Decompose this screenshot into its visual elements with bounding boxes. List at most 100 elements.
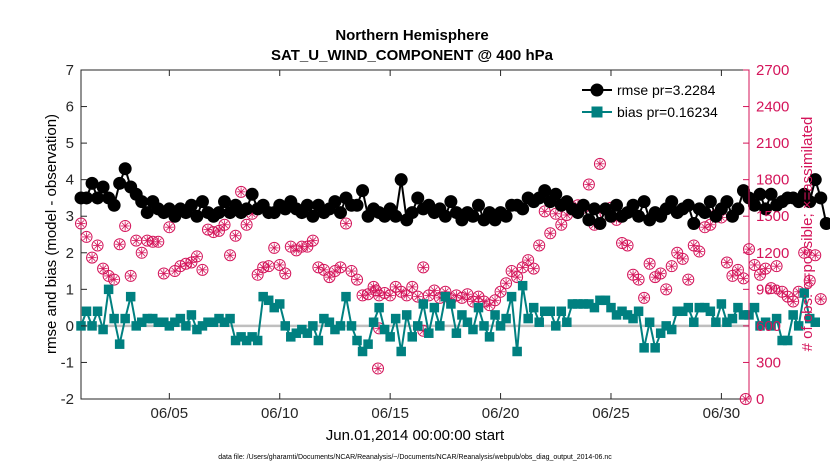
bias-point [451,328,462,338]
bias-point [517,280,528,291]
obs-point [262,260,275,273]
bias-point [639,343,649,353]
rmse-point [720,195,734,209]
rmse-point [610,198,624,212]
rmse-point [80,191,94,205]
rmse-point [85,176,99,190]
bias-point [760,317,771,327]
obs-point [240,218,253,231]
obs-point [770,260,783,273]
bias-point [407,332,417,342]
bias-point [159,317,169,327]
obs-point [86,251,99,264]
y-axis-label-left: rmse and bias (model - observation) [43,114,60,354]
rmse-point [604,209,618,223]
rmse-point [140,206,154,220]
obs-point [417,261,430,274]
obs-point [130,234,143,247]
bias-point [286,332,296,342]
obs-point [693,245,706,258]
bias-point [418,299,429,309]
bias-point [352,335,362,346]
data-file-footnote: data file: /Users/gharamti/Documents/NCA… [218,454,612,461]
obs-point [334,261,347,274]
rmse-point [703,195,717,209]
bias-point [385,332,395,342]
obs-point [798,246,811,259]
rmse-point [587,202,601,216]
y-tick-label-right: 600 [756,318,781,335]
bias-point [722,317,732,327]
bias-point [252,335,263,346]
bias-point [98,324,108,335]
obs-point [157,267,170,280]
legend-rmse-label: rmse pr=3.2284 [617,82,716,98]
rmse-point [731,202,745,216]
bias-point [468,324,478,335]
obs-point [196,263,209,276]
chart-subtitle: SAT_U_WIND_COMPONENT @ 400 hPa [271,47,554,64]
bias-point [749,302,760,313]
obs-point [720,256,733,269]
obs-point [765,282,778,295]
bias-point [258,291,268,302]
rmse-point [593,217,607,231]
bias-point [319,313,329,324]
y-tick-label-right: 2700 [756,62,789,79]
bias-point [666,324,677,335]
rmse-point [405,206,419,220]
obs-point [687,239,700,252]
rmse-point [576,198,590,212]
rmse-point [814,191,828,205]
x-axis-label: Jun.01,2014 00:00:00 start [326,427,505,444]
obs-point [224,249,237,262]
rmse-point [306,209,320,223]
obs-point [406,280,419,293]
y-tick-label-right: 1200 [756,245,789,262]
bias-point [269,302,279,313]
obs-point [665,260,678,273]
y-tick-label-right: 900 [756,281,781,298]
obs-point [75,217,87,230]
obs-point [814,293,827,306]
bias-point [711,317,721,327]
rmse-point [245,187,259,201]
obs-point [317,263,330,276]
bias-point [655,328,666,338]
obs-point [384,289,397,302]
y-axis-label-right: # of obs: o=possible; ×=assimilated [799,117,816,352]
rmse-point [665,195,679,209]
bias-point [683,302,694,313]
x-tick-label: 06/15 [371,405,409,422]
bias-point [755,321,765,331]
bias-point [153,317,164,327]
obs-point [737,272,750,285]
bias-point [390,313,401,324]
y-tick-label-right: 2100 [756,135,789,152]
y-tick-label-left: -2 [61,391,74,408]
chart-title: Northern Hemisphere [335,27,488,44]
obs-point [494,285,507,298]
obs-point [593,157,606,170]
bias-point [440,291,451,302]
obs-point [632,273,645,286]
bias-point [374,302,384,313]
obs-point [339,217,352,230]
bias-point [109,313,119,324]
obs-point [345,265,358,278]
bias-point [435,321,445,331]
y-tick-label-left: 7 [66,62,74,79]
rmse-point [444,195,458,209]
bias-point [810,317,820,327]
rmse-point [748,198,762,212]
bias-point [357,346,368,357]
obs-point [660,283,673,296]
obs-point [516,261,529,274]
obs-point [643,257,656,270]
rmse-point [549,187,563,201]
bias-point [589,302,600,313]
bias-point [330,324,340,335]
obs-point [803,274,816,287]
bias-point [120,313,130,324]
bias-point [92,306,103,317]
